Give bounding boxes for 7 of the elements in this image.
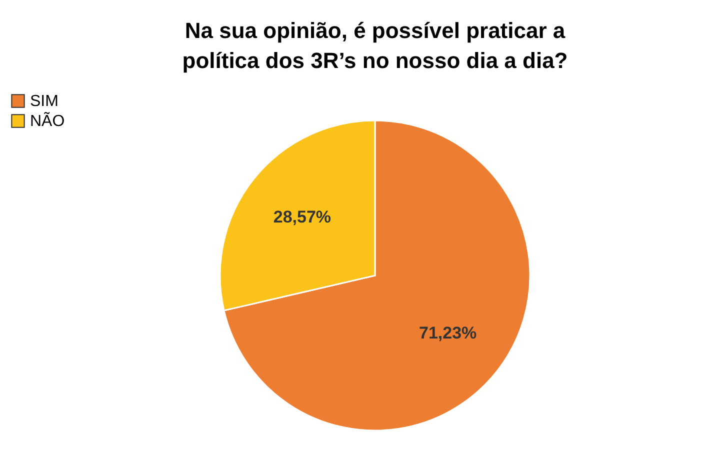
legend-label: NÃO [30, 111, 65, 130]
text: política dos 3R’s no nosso dia a dia? [182, 48, 568, 73]
legend-label: SIM [30, 93, 58, 110]
text: Na sua opinião, é possível praticar a [184, 18, 566, 43]
data-label: 28,57% [273, 208, 332, 227]
pie-slice [223, 120, 531, 431]
data-label: 71,23% [418, 323, 477, 342]
